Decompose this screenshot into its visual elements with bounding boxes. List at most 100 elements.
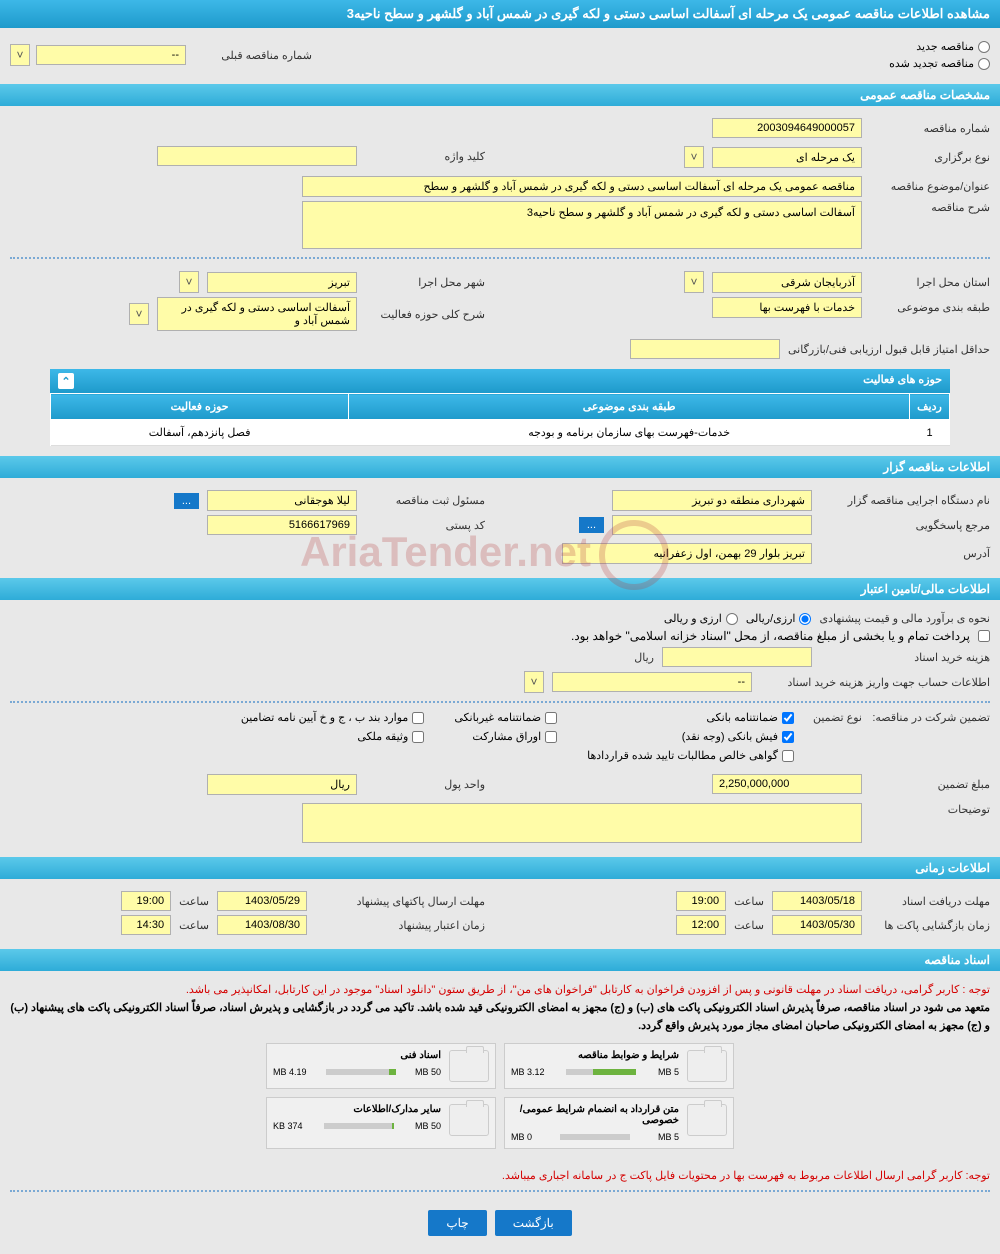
col-activity: حوزه فعالیت (51, 394, 349, 420)
province-field: آذربایجان شرقی (712, 272, 862, 293)
button-row: بازگشت چاپ (10, 1200, 990, 1246)
radio-renewed-label: مناقصه تجدید شده (889, 57, 974, 70)
cb-participation[interactable] (545, 731, 557, 743)
cb-nonbank-label: ضمانتنامه غیربانکی (454, 711, 541, 724)
radio-new-tender[interactable] (978, 41, 990, 53)
separator (10, 257, 990, 259)
cell-act: فصل پانزدهم، آسفالت (51, 420, 349, 446)
city-dropdown[interactable]: ˅ (179, 271, 199, 293)
file-max: 50 MB (415, 1067, 441, 1077)
file-size: 3.12 MB (511, 1067, 545, 1077)
progress-bar (326, 1069, 396, 1075)
city-label: شهر محل اجرا (365, 276, 485, 289)
files-row-2: متن قرارداد به انضمام شرایط عمومی/خصوصی … (10, 1097, 990, 1149)
file-title: شرایط و ضوابط مناقصه (511, 1050, 679, 1061)
doc-deadline-time: 19:00 (676, 891, 726, 911)
collapse-icon[interactable]: ⌃ (58, 373, 74, 389)
guarantee-checkboxes: ضمانتنامه بانکی ضمانتنامه غیربانکی موارد… (241, 711, 794, 762)
respondent-field (612, 515, 812, 535)
file-box-3[interactable]: سایر مدارک/اطلاعات 50 MB 374 KB (266, 1097, 496, 1149)
activity-scope-dropdown[interactable]: ˅ (129, 303, 149, 325)
file-box-1[interactable]: اسناد فنی 50 MB 4.19 MB (266, 1043, 496, 1089)
radio-new-label: مناقصه جدید (916, 40, 974, 53)
desc-label: شرح مناقصه (870, 201, 990, 214)
holding-type-field: یک مرحله ای (712, 147, 862, 168)
progress-bar (566, 1069, 636, 1075)
activities-title: حوزه های فعالیت (863, 373, 942, 389)
prev-tender-dropdown[interactable]: ˅ (10, 44, 30, 66)
prev-tender-value: -- (36, 45, 186, 65)
radio-rial-label: ارزی/ریالی (746, 612, 796, 625)
cb-bank-guarantee-label: ضمانتنامه بانکی (706, 711, 778, 724)
guarantee-amount-label: مبلغ تضمین (870, 778, 990, 791)
estimate-label: نحوه ی برآورد مالی و قیمت پیشنهادی (819, 612, 990, 625)
title-label: عنوان/موضوع مناقصه (870, 180, 990, 193)
validity-date: 1403/08/30 (217, 915, 307, 935)
account-field: -- (552, 672, 752, 692)
proposal-deadline-date: 1403/05/29 (217, 891, 307, 911)
responsible-browse-button[interactable]: ... (174, 493, 199, 509)
file-box-0[interactable]: شرایط و ضوابط مناقصه 5 MB 3.12 MB (504, 1043, 734, 1089)
section-general-header: مشخصات مناقصه عمومی (0, 84, 1000, 106)
radio-currency-label: ارزی و ریالی (664, 612, 722, 625)
section-organizer-header: اطلاعات مناقصه گزار (0, 456, 1000, 478)
doc-red-note: توجه : کاربر گرامی، دریافت اسناد در مهلت… (10, 983, 990, 996)
validity-label: زمان اعتبار پیشنهاد (315, 919, 485, 932)
tender-no-field: 2003094649000057 (712, 118, 862, 138)
activity-scope-label: شرح کلی حوزه فعالیت (365, 308, 485, 321)
cb-property-label: وثیقه ملکی (357, 730, 408, 743)
account-dropdown[interactable]: ˅ (524, 671, 544, 693)
proposal-deadline-label: مهلت ارسال پاکتهای پیشنهاد (315, 895, 485, 908)
activities-table: ردیف طبقه بندی موضوعی حوزه فعالیت 1 خدما… (50, 393, 950, 446)
file-title: سایر مدارک/اطلاعات (273, 1104, 441, 1115)
folder-icon (687, 1104, 727, 1136)
cb-bank-guarantee[interactable] (782, 712, 794, 724)
file-box-2[interactable]: متن قرارداد به انضمام شرایط عمومی/خصوصی … (504, 1097, 734, 1149)
cb-bank-receipt[interactable] (782, 731, 794, 743)
doc-fee-field (662, 647, 812, 667)
notes-field (302, 803, 862, 843)
respondent-browse-button[interactable]: ... (579, 517, 604, 533)
agency-label: نام دستگاه اجرایی مناقصه گزار (820, 494, 990, 507)
guarantee-amount-field: 2,250,000,000 (712, 774, 862, 794)
col-row: ردیف (910, 394, 950, 420)
cb-certificate[interactable] (782, 750, 794, 762)
file-size: 0 MB (511, 1132, 532, 1142)
proposal-deadline-time: 19:00 (121, 891, 171, 911)
print-button[interactable]: چاپ (428, 1210, 486, 1236)
holding-type-dropdown[interactable]: ˅ (684, 146, 704, 168)
keyword-field[interactable] (157, 146, 357, 166)
prev-tender-label: شماره مناقصه قبلی (192, 49, 312, 62)
files-row-1: شرایط و ضوابط مناقصه 5 MB 3.12 MB اسناد … (10, 1043, 990, 1089)
section-general-body: شماره مناقصه 2003094649000057 نوع برگزار… (0, 106, 1000, 454)
postal-label: کد پستی (365, 519, 485, 532)
activities-table-wrap: حوزه های فعالیت ⌃ ردیف طبقه بندی موضوعی … (50, 369, 950, 446)
time-label-1: ساعت (734, 895, 764, 908)
table-row: 1 خدمات-فهرست بهای سازمان برنامه و بودجه… (51, 420, 950, 446)
treasury-checkbox[interactable] (978, 630, 990, 642)
province-label: استان محل اجرا (870, 276, 990, 289)
opening-label: زمان بازگشایی پاکت ها (870, 919, 990, 932)
province-dropdown[interactable]: ˅ (684, 271, 704, 293)
radio-currency[interactable] (726, 613, 738, 625)
cb-property[interactable] (412, 731, 424, 743)
respondent-label: مرجع پاسخگویی (820, 519, 990, 532)
opening-date: 1403/05/30 (772, 915, 862, 935)
cb-nonbank[interactable] (545, 712, 557, 724)
cb-clauses-label: موارد بند ب ، ج و خ آیین نامه تضامین (241, 711, 408, 724)
address-label: آدرس (820, 547, 990, 560)
section-timing-body: مهلت دریافت اسناد 1403/05/18 ساعت 19:00 … (0, 879, 1000, 947)
doc-fee-unit: ریال (634, 651, 654, 664)
section-timing-header: اطلاعات زمانی (0, 857, 1000, 879)
back-button[interactable]: بازگشت (495, 1210, 572, 1236)
section-documents-body: توجه : کاربر گرامی، دریافت اسناد در مهلت… (0, 971, 1000, 1254)
folder-icon (449, 1050, 489, 1082)
guarantee-type-label: نوع تضمین (802, 711, 862, 724)
responsible-field: لیلا هوجقانی (207, 490, 357, 511)
radio-renewed-tender[interactable] (978, 58, 990, 70)
separator-2 (10, 701, 990, 703)
city-field: تبریز (207, 272, 357, 293)
radio-rial[interactable] (799, 613, 811, 625)
postal-field: 5166617969 (207, 515, 357, 535)
cb-clauses[interactable] (412, 712, 424, 724)
